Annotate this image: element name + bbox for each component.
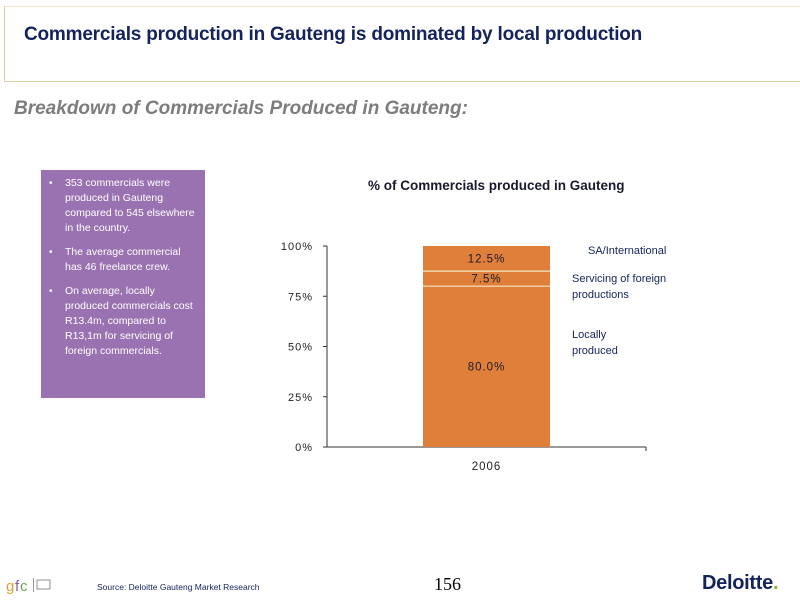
series-label: produced	[572, 345, 618, 357]
data-label: 80.0%	[468, 362, 506, 374]
deloitte-logo: Deloitte.	[702, 572, 779, 595]
bullet-text: On average, locally produced commercials…	[65, 285, 193, 357]
section-subtitle: Breakdown of Commercials Produced in Gau…	[14, 98, 468, 119]
bar-segment	[423, 286, 550, 447]
series-label: Locally	[572, 329, 607, 341]
y-tick-label: 100%	[281, 241, 313, 253]
y-tick-label: 50%	[288, 342, 313, 354]
data-label: 7.5%	[471, 274, 501, 286]
y-tick-label: 25%	[288, 392, 313, 404]
bullet-dot-icon: •	[49, 286, 53, 297]
gfc-logo-icon: g f c	[6, 578, 51, 594]
header-box	[4, 6, 800, 82]
brand-name: Deloitte	[702, 572, 773, 594]
page-title: Commercials production in Gauteng is dom…	[24, 24, 643, 45]
svg-text:c: c	[20, 578, 28, 594]
bar-segment	[423, 246, 550, 272]
y-tick-label: 0%	[295, 442, 313, 454]
page-number: 156	[434, 574, 461, 594]
bullet-item: • The average commercial has 46 freelance…	[49, 245, 197, 275]
series-label: productions	[572, 289, 629, 301]
bullet-dot-icon: •	[49, 247, 53, 258]
bullet-text: The average commercial has 46 freelance …	[65, 246, 181, 273]
summary-box: • 353 commercials were produced in Gauten…	[41, 170, 205, 398]
x-tick-label: 2006	[472, 461, 502, 473]
chart-title: % of Commercials produced in Gauteng	[368, 178, 625, 193]
bullet-item: • On average, locally produced commercial…	[49, 284, 197, 359]
svg-text:g: g	[6, 578, 14, 594]
y-tick-label: 75%	[288, 291, 313, 303]
data-label: 12.5%	[468, 254, 506, 266]
bullet-item: • 353 commercials were produced in Gauten…	[49, 176, 197, 236]
series-label: SA/International	[588, 245, 666, 257]
brand-dot: .	[772, 572, 779, 594]
series-label: Servicing of foreign	[572, 273, 666, 285]
source-note: Source: Deloitte Gauteng Market Research	[97, 582, 260, 592]
bullet-text: 353 commercials were produced in Gauteng…	[65, 177, 195, 234]
bar-segment	[423, 271, 550, 287]
svg-text:f: f	[15, 578, 20, 594]
bullet-dot-icon: •	[49, 178, 53, 189]
